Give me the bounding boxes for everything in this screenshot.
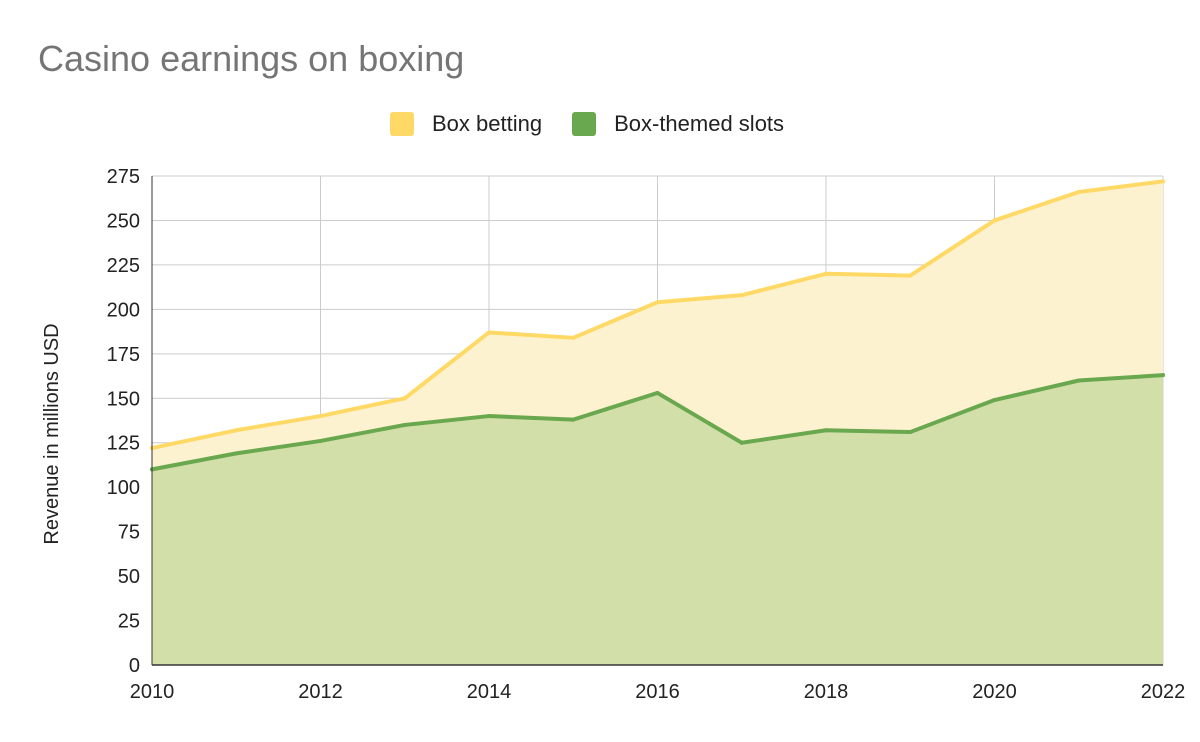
y-tick-label: 50 [118,566,140,588]
legend: Box betting Box-themed slots [390,110,814,138]
point-box-themed-slots [739,440,744,445]
y-axis-ticks: 0 25 50 75 100 125 150 175 200 225 250 275 [107,166,140,677]
point-box-themed-slots [655,390,660,395]
x-tick-label: 2022 [1141,681,1186,703]
point-box-betting [571,335,576,340]
x-tick-label: 2016 [635,681,680,703]
x-tick-label: 2012 [298,681,343,703]
point-box-themed-slots [571,417,576,422]
y-tick-label: 225 [107,255,140,277]
y-axis-title: Revenue in millions USD [41,323,63,544]
y-tick-label: 25 [118,611,140,633]
legend-swatch-box-themed-slots [572,112,597,136]
legend-label-box-themed-slots: Box-themed slots [614,111,785,136]
area-box-themed-slots [152,375,1163,665]
point-box-themed-slots [318,438,323,443]
point-box-betting [1076,190,1081,195]
y-tick-label: 125 [107,433,140,455]
series-lines [150,179,1165,472]
point-box-betting [487,330,491,335]
point-box-betting [318,414,323,419]
point-box-themed-slots [1161,373,1165,378]
point-box-betting [992,218,997,223]
y-tick-label: 150 [107,388,140,410]
axes [151,176,1163,666]
chart-title: Casino earnings on boxing [38,38,465,79]
x-tick-label: 2020 [972,681,1017,703]
point-box-betting [655,300,660,305]
point-box-themed-slots [234,451,239,456]
point-box-themed-slots [487,414,491,419]
y-tick-label: 0 [129,655,140,677]
point-box-betting [908,273,913,278]
legend-item-box-betting[interactable]: Box betting [390,111,542,137]
series-areas [152,181,1163,666]
point-box-betting [739,293,744,298]
point-box-themed-slots [1076,378,1081,383]
y-tick-label: 75 [118,522,140,544]
y-tick-label: 100 [107,477,140,499]
y-tick-label: 175 [107,344,140,366]
legend-label-box-betting: Box betting [432,111,543,136]
point-box-themed-slots [402,422,407,427]
y-tick-label: 250 [107,210,140,232]
point-box-themed-slots [908,430,913,435]
x-axis-ticks: 2010 2012 2014 2016 2018 2020 2022 [130,681,1186,703]
legend-item-box-themed-slots[interactable]: Box-themed slots [572,111,784,137]
x-tick-label: 2010 [130,681,175,703]
point-box-themed-slots [992,398,997,403]
point-box-betting [234,428,239,433]
point-box-betting [824,271,828,276]
legend-swatch-box-betting [390,112,414,136]
point-box-themed-slots [824,428,828,433]
point-box-betting [1161,179,1165,184]
x-tick-label: 2018 [804,681,849,703]
y-tick-label: 275 [107,166,140,188]
point-box-betting [402,396,407,401]
y-tick-label: 200 [107,299,140,321]
x-tick-label: 2014 [467,681,512,703]
